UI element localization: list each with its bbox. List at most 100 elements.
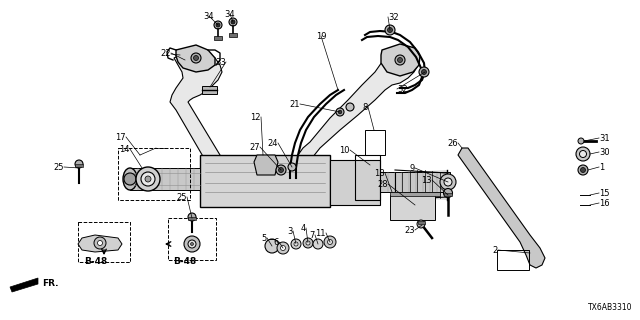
Circle shape bbox=[336, 108, 344, 116]
Text: 4: 4 bbox=[301, 223, 306, 233]
Circle shape bbox=[188, 213, 196, 221]
Text: 28: 28 bbox=[378, 180, 388, 188]
Text: B-48: B-48 bbox=[84, 258, 108, 267]
Text: 7: 7 bbox=[310, 230, 315, 239]
Circle shape bbox=[124, 173, 136, 185]
Polygon shape bbox=[176, 45, 215, 72]
Text: 24: 24 bbox=[268, 139, 278, 148]
Circle shape bbox=[324, 236, 336, 248]
Bar bbox=[497, 250, 529, 270]
Text: 18: 18 bbox=[374, 169, 385, 178]
Text: 9: 9 bbox=[410, 164, 415, 172]
Circle shape bbox=[97, 241, 102, 245]
Polygon shape bbox=[330, 160, 380, 205]
Circle shape bbox=[306, 241, 310, 245]
Text: FR.: FR. bbox=[42, 279, 58, 289]
Circle shape bbox=[419, 67, 429, 77]
Bar bbox=[118, 148, 190, 200]
Text: 13: 13 bbox=[421, 175, 432, 185]
Text: 25: 25 bbox=[177, 193, 187, 202]
Bar bbox=[200, 155, 330, 207]
Text: 22: 22 bbox=[161, 49, 171, 58]
Circle shape bbox=[338, 110, 342, 114]
Circle shape bbox=[277, 242, 289, 254]
Text: 23: 23 bbox=[404, 226, 415, 235]
Text: 32: 32 bbox=[397, 84, 408, 93]
Circle shape bbox=[184, 236, 200, 252]
Polygon shape bbox=[381, 44, 420, 76]
Text: 3: 3 bbox=[287, 227, 293, 236]
Circle shape bbox=[145, 176, 151, 182]
Bar bbox=[390, 192, 440, 196]
Circle shape bbox=[422, 69, 426, 75]
Text: 14: 14 bbox=[120, 145, 130, 154]
Text: 8: 8 bbox=[363, 102, 368, 111]
Circle shape bbox=[229, 18, 237, 26]
Ellipse shape bbox=[123, 168, 137, 190]
Circle shape bbox=[216, 23, 220, 27]
Bar bbox=[418, 221, 425, 224]
Circle shape bbox=[265, 239, 279, 253]
Circle shape bbox=[231, 20, 235, 24]
Polygon shape bbox=[10, 278, 38, 292]
Text: 30: 30 bbox=[599, 148, 610, 156]
Text: 5: 5 bbox=[262, 234, 267, 243]
Circle shape bbox=[136, 167, 160, 191]
Polygon shape bbox=[458, 148, 545, 268]
Text: 11: 11 bbox=[316, 228, 326, 237]
Circle shape bbox=[444, 178, 452, 186]
Circle shape bbox=[191, 53, 201, 63]
Polygon shape bbox=[130, 168, 200, 190]
Polygon shape bbox=[298, 47, 418, 163]
Text: 25: 25 bbox=[54, 163, 64, 172]
Polygon shape bbox=[170, 48, 222, 168]
Text: 21: 21 bbox=[289, 100, 300, 108]
Circle shape bbox=[141, 172, 155, 186]
Bar bbox=[75, 164, 83, 167]
Text: 26: 26 bbox=[447, 139, 458, 148]
Circle shape bbox=[214, 21, 222, 29]
Bar bbox=[444, 193, 452, 196]
Circle shape bbox=[578, 165, 588, 175]
Text: 1: 1 bbox=[599, 163, 604, 172]
Circle shape bbox=[387, 28, 392, 33]
Text: 15: 15 bbox=[599, 188, 609, 197]
Circle shape bbox=[193, 55, 198, 60]
Circle shape bbox=[346, 103, 354, 111]
Circle shape bbox=[580, 167, 586, 172]
Circle shape bbox=[395, 55, 405, 65]
Circle shape bbox=[288, 163, 296, 171]
Circle shape bbox=[291, 239, 301, 249]
Polygon shape bbox=[380, 172, 450, 192]
Text: 34: 34 bbox=[204, 12, 214, 20]
Bar bbox=[78, 222, 130, 262]
Text: 10: 10 bbox=[339, 146, 350, 155]
Text: 34: 34 bbox=[225, 10, 236, 19]
Bar bbox=[168, 218, 216, 260]
Bar bbox=[188, 217, 196, 220]
Circle shape bbox=[397, 58, 403, 62]
Text: 6: 6 bbox=[274, 237, 279, 246]
Circle shape bbox=[278, 167, 284, 172]
Circle shape bbox=[191, 243, 193, 245]
Circle shape bbox=[440, 174, 456, 190]
Circle shape bbox=[576, 147, 590, 161]
Bar bbox=[214, 36, 222, 40]
Text: B-48: B-48 bbox=[173, 258, 196, 267]
Circle shape bbox=[303, 238, 313, 248]
Circle shape bbox=[579, 150, 586, 157]
Circle shape bbox=[94, 237, 106, 249]
Bar bbox=[355, 155, 380, 200]
Circle shape bbox=[276, 165, 286, 175]
Circle shape bbox=[75, 160, 83, 168]
Circle shape bbox=[444, 188, 452, 197]
Circle shape bbox=[280, 245, 285, 251]
Polygon shape bbox=[395, 170, 447, 200]
Bar bbox=[365, 130, 385, 155]
Text: 33: 33 bbox=[215, 58, 226, 67]
Text: TX6AB3310: TX6AB3310 bbox=[588, 303, 632, 312]
Bar bbox=[390, 195, 435, 220]
Circle shape bbox=[578, 138, 584, 144]
Bar bbox=[202, 86, 217, 94]
Text: 32: 32 bbox=[388, 12, 399, 21]
